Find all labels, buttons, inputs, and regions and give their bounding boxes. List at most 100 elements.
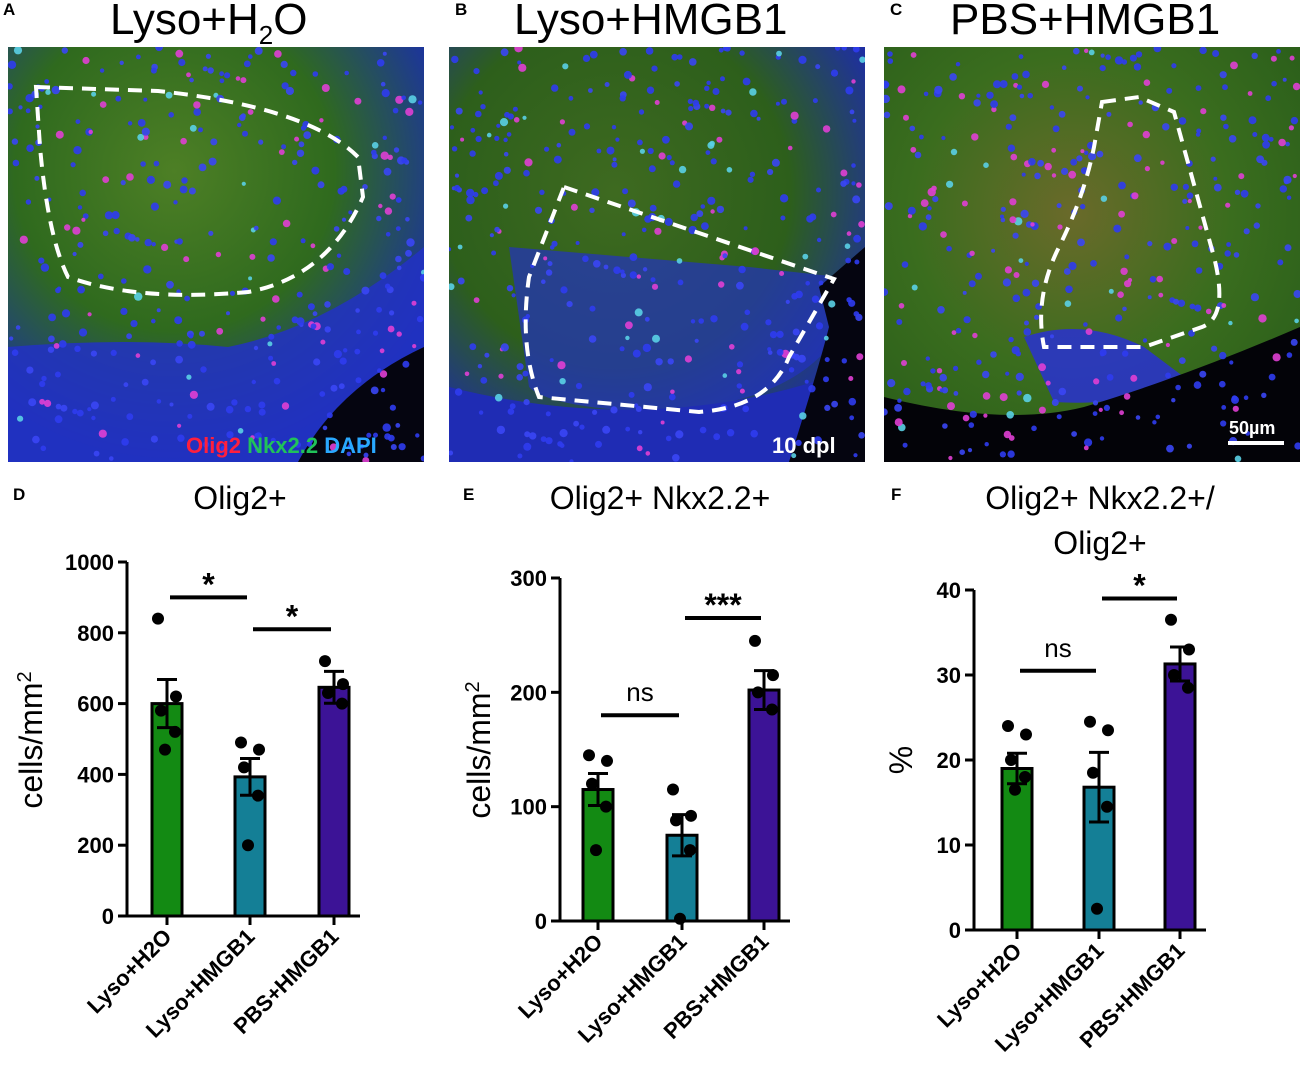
nucleus <box>923 91 929 97</box>
nucleus <box>853 234 861 243</box>
data-point-d <box>252 789 264 802</box>
nucleus <box>941 135 946 141</box>
nucleus <box>1005 123 1012 130</box>
nucleus <box>389 193 396 200</box>
nucleus <box>507 408 515 415</box>
nucleus <box>1085 95 1090 100</box>
nucleus <box>189 77 194 83</box>
nucleus <box>962 290 967 295</box>
data-point-e <box>601 754 613 767</box>
nucleus <box>180 137 187 145</box>
nucleus <box>1028 158 1036 166</box>
nucleus <box>380 151 389 160</box>
nucleus <box>1211 345 1218 352</box>
nucleus <box>390 444 397 450</box>
nucleus <box>643 383 652 392</box>
nucleus <box>1158 292 1164 298</box>
nucleus <box>1011 73 1019 80</box>
nucleus <box>1063 268 1071 275</box>
nucleus <box>285 86 294 96</box>
nucleus <box>1020 209 1029 218</box>
nucleus <box>165 91 173 99</box>
nucleus <box>736 383 742 389</box>
nucleus <box>469 150 476 157</box>
nucleus <box>90 401 99 410</box>
nucleus <box>897 85 906 94</box>
nucleus <box>396 265 402 271</box>
nucleus <box>1021 172 1026 177</box>
nucleus <box>592 409 598 415</box>
nucleus <box>237 122 242 128</box>
legend-nkx22: Nkx2.2 <box>247 433 319 458</box>
nucleus <box>1018 258 1024 263</box>
nucleus <box>976 359 982 365</box>
nucleus <box>844 243 851 249</box>
nucleus <box>168 112 174 118</box>
nucleus <box>795 290 803 299</box>
nucleus <box>161 243 169 251</box>
nucleus <box>1294 442 1300 450</box>
nucleus <box>229 290 236 296</box>
nucleus <box>99 68 105 73</box>
nucleus <box>489 233 494 238</box>
nucleus <box>939 373 947 382</box>
nucleus <box>634 308 643 317</box>
nucleus <box>421 269 424 276</box>
nucleus <box>1023 328 1032 336</box>
nucleus <box>324 326 331 333</box>
nucleus <box>361 286 370 295</box>
nucleus <box>589 50 598 59</box>
nucleus <box>1113 224 1122 233</box>
nucleus <box>267 254 275 262</box>
nucleus <box>1099 65 1106 72</box>
nucleus <box>1245 431 1251 436</box>
nucleus <box>1147 241 1153 247</box>
nucleus <box>494 393 503 402</box>
scale-bar <box>1228 441 1284 445</box>
nucleus <box>816 237 822 243</box>
nucleus <box>193 108 201 116</box>
nucleus <box>451 55 459 64</box>
nucleus <box>321 84 330 92</box>
nucleus <box>722 253 728 259</box>
nucleus <box>951 330 957 335</box>
nucleus <box>1092 411 1098 416</box>
nucleus <box>1011 346 1020 355</box>
nucleus <box>193 101 201 109</box>
nucleus <box>466 188 475 198</box>
nucleus <box>549 245 555 250</box>
nucleus <box>1007 450 1015 458</box>
nucleus <box>473 68 480 75</box>
nucleus <box>1038 363 1046 372</box>
nucleus <box>742 405 750 413</box>
nucleus <box>8 108 13 115</box>
nucleus <box>676 54 683 60</box>
nucleus <box>1289 55 1295 61</box>
nucleus <box>280 60 288 68</box>
nucleus <box>1265 95 1272 102</box>
nucleus <box>625 426 631 432</box>
nucleus <box>268 355 274 361</box>
nucleus <box>909 125 916 132</box>
nucleus <box>216 327 224 335</box>
nucleus <box>166 280 174 289</box>
nucleus <box>1224 250 1231 257</box>
nucleus <box>449 450 454 456</box>
nucleus <box>8 60 17 69</box>
y-axis-label-d: cells/mm2 <box>13 671 49 808</box>
nucleus <box>494 135 500 141</box>
nucleus <box>199 330 205 337</box>
nucleus <box>818 280 824 286</box>
nucleus <box>619 48 627 56</box>
nucleus <box>927 187 936 197</box>
data-point-d <box>238 761 250 774</box>
nucleus <box>1238 173 1245 180</box>
data-point-d <box>155 704 167 717</box>
nucleus <box>595 440 602 448</box>
nucleus <box>575 241 580 245</box>
nucleus <box>153 160 160 167</box>
nucleus <box>736 281 744 290</box>
nucleus <box>1068 261 1077 271</box>
nucleus <box>271 361 277 366</box>
nucleus <box>72 408 78 415</box>
